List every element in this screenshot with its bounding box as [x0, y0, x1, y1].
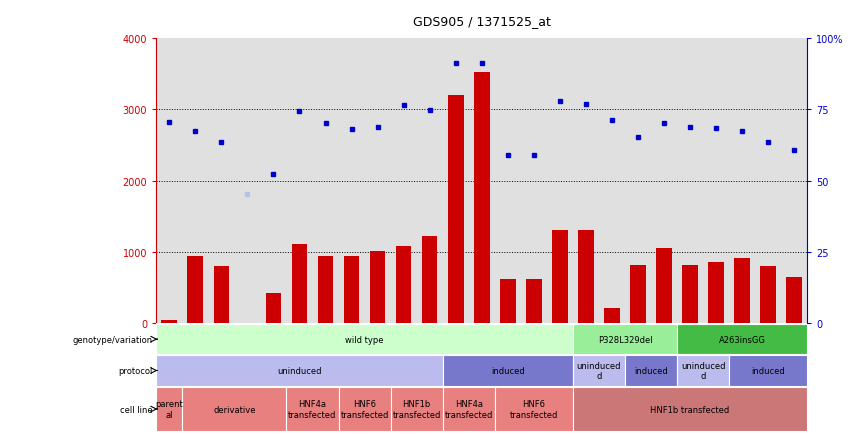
Text: HNF6
transfected: HNF6 transfected	[510, 399, 558, 419]
Bar	[214, 266, 229, 324]
Bar	[760, 266, 776, 324]
Bar	[161, 320, 177, 324]
Bar	[292, 244, 307, 324]
Bar	[156, 355, 443, 386]
Bar	[734, 258, 750, 324]
Text: HNF6
transfected: HNF6 transfected	[340, 399, 389, 419]
Bar	[604, 308, 620, 324]
Text: uninduced
d: uninduced d	[576, 361, 621, 380]
Bar	[578, 230, 594, 324]
Bar	[443, 387, 495, 431]
Bar	[266, 293, 281, 324]
Text: HNF1b
transfected: HNF1b transfected	[392, 399, 441, 419]
Bar	[156, 324, 573, 354]
Text: induced: induced	[635, 366, 667, 375]
Bar	[443, 355, 573, 386]
Bar	[573, 387, 807, 431]
Bar	[318, 256, 333, 324]
Text: wild type: wild type	[345, 335, 384, 344]
Text: derivative: derivative	[214, 404, 255, 414]
Bar	[339, 387, 391, 431]
Bar	[500, 279, 516, 324]
Bar	[552, 230, 568, 324]
Bar	[786, 277, 802, 324]
Bar	[573, 355, 625, 386]
Bar	[182, 387, 286, 431]
Bar	[630, 265, 646, 324]
Bar	[677, 355, 729, 386]
Bar	[396, 247, 411, 324]
Bar	[474, 72, 490, 324]
Bar	[187, 257, 203, 324]
Text: P328L329del: P328L329del	[598, 335, 652, 344]
Text: induced: induced	[752, 366, 785, 375]
Text: uninduced
d: uninduced d	[681, 361, 726, 380]
Text: uninduced: uninduced	[277, 366, 322, 375]
Text: HNF4a
transfected: HNF4a transfected	[288, 399, 337, 419]
Bar	[448, 96, 464, 324]
Bar	[370, 251, 385, 324]
Bar	[573, 324, 677, 354]
Text: HNF1b transfected: HNF1b transfected	[650, 404, 730, 414]
Text: A263insGG: A263insGG	[719, 335, 766, 344]
Bar	[682, 265, 698, 324]
Bar	[729, 355, 807, 386]
Bar	[656, 248, 672, 324]
Bar	[495, 387, 573, 431]
Bar	[286, 387, 339, 431]
Bar	[708, 263, 724, 324]
Bar	[156, 387, 182, 431]
Text: HNF4a
transfected: HNF4a transfected	[444, 399, 493, 419]
Bar	[344, 256, 359, 324]
Text: genotype/variation: genotype/variation	[73, 335, 153, 344]
Bar	[422, 237, 437, 324]
Bar	[677, 324, 807, 354]
Text: protocol: protocol	[119, 366, 153, 375]
Text: induced: induced	[491, 366, 524, 375]
Text: cell line: cell line	[121, 404, 153, 414]
Bar	[391, 387, 443, 431]
Bar	[625, 355, 677, 386]
Text: parent
al: parent al	[155, 399, 183, 419]
Text: GDS905 / 1371525_at: GDS905 / 1371525_at	[413, 15, 550, 28]
Bar	[526, 279, 542, 324]
